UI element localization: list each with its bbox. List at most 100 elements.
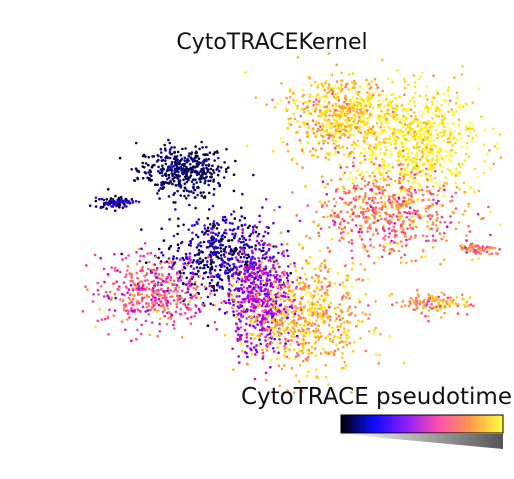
data-point: [312, 294, 316, 298]
data-point: [301, 281, 305, 284]
data-point: [354, 314, 357, 317]
data-point: [237, 333, 240, 337]
data-point: [434, 224, 438, 227]
data-point: [445, 239, 448, 243]
data-point: [351, 212, 355, 216]
data-point: [385, 207, 389, 210]
data-point: [450, 199, 454, 202]
data-point: [315, 103, 319, 106]
data-point: [341, 122, 344, 126]
data-point: [387, 235, 391, 239]
data-point: [144, 302, 148, 305]
data-point: [272, 347, 275, 350]
data-point: [224, 170, 228, 174]
data-point: [318, 109, 322, 112]
data-point: [424, 94, 428, 97]
data-point: [250, 332, 253, 336]
data-point: [239, 342, 242, 346]
data-point: [366, 207, 369, 210]
data-point: [454, 141, 457, 145]
data-point: [351, 218, 354, 221]
data-point: [386, 103, 390, 107]
data-point: [167, 247, 171, 250]
data-point: [266, 279, 269, 283]
data-point: [328, 226, 331, 229]
data-point: [232, 189, 236, 193]
data-point: [190, 315, 193, 319]
data-point: [217, 181, 220, 185]
data-point: [353, 99, 357, 103]
data-point: [248, 295, 251, 298]
data-point: [444, 154, 447, 158]
data-point: [358, 154, 361, 157]
data-point: [328, 250, 332, 253]
data-point: [374, 326, 378, 330]
data-point: [341, 352, 344, 355]
data-point: [296, 336, 300, 340]
data-point: [274, 280, 278, 284]
data-point: [247, 255, 251, 259]
data-point: [96, 281, 99, 285]
data-point: [331, 104, 335, 107]
data-point: [301, 149, 304, 152]
data-point: [292, 391, 296, 394]
data-point: [147, 260, 151, 264]
data-point: [282, 254, 286, 257]
data-point: [179, 307, 182, 311]
data-point: [313, 332, 316, 336]
data-point: [373, 332, 376, 335]
data-point: [432, 74, 435, 77]
data-point: [414, 302, 417, 306]
data-point: [189, 258, 193, 262]
data-point: [307, 341, 311, 345]
data-point: [248, 291, 251, 294]
data-point: [195, 296, 198, 299]
data-point: [137, 291, 140, 294]
data-point: [415, 132, 419, 136]
data-point: [345, 333, 349, 337]
data-point: [326, 288, 329, 292]
data-point: [136, 276, 139, 280]
data-point: [426, 159, 430, 162]
data-point: [340, 147, 343, 150]
data-point: [312, 132, 316, 135]
data-point: [170, 146, 173, 149]
data-point: [91, 300, 95, 303]
data-point: [281, 324, 285, 327]
data-point: [221, 261, 224, 265]
data-point: [262, 235, 265, 238]
data-point: [218, 274, 221, 277]
data-point: [344, 364, 348, 367]
data-point: [433, 169, 437, 173]
data-point: [334, 152, 337, 156]
data-point: [189, 174, 193, 177]
data-point: [199, 241, 202, 244]
data-point: [323, 263, 327, 267]
data-point: [280, 319, 283, 323]
data-point: [325, 108, 329, 112]
data-point: [107, 296, 111, 300]
data-point: [388, 127, 392, 130]
data-point: [416, 166, 420, 170]
data-point: [447, 103, 450, 106]
data-point: [251, 231, 255, 234]
data-point: [420, 198, 424, 202]
data-point: [308, 307, 312, 310]
data-point: [280, 294, 283, 298]
data-point: [105, 207, 108, 210]
data-point: [92, 293, 95, 296]
data-point: [406, 193, 409, 196]
data-point: [102, 198, 106, 202]
data-point: [280, 136, 283, 140]
data-point: [125, 201, 128, 204]
data-point: [153, 282, 157, 286]
data-point: [218, 308, 221, 311]
data-point: [335, 80, 339, 83]
data-point: [166, 300, 170, 304]
data-point: [413, 188, 417, 192]
data-point: [381, 115, 385, 118]
data-point: [382, 138, 386, 141]
data-point: [379, 116, 383, 119]
data-point: [425, 124, 428, 127]
data-point: [420, 140, 424, 143]
